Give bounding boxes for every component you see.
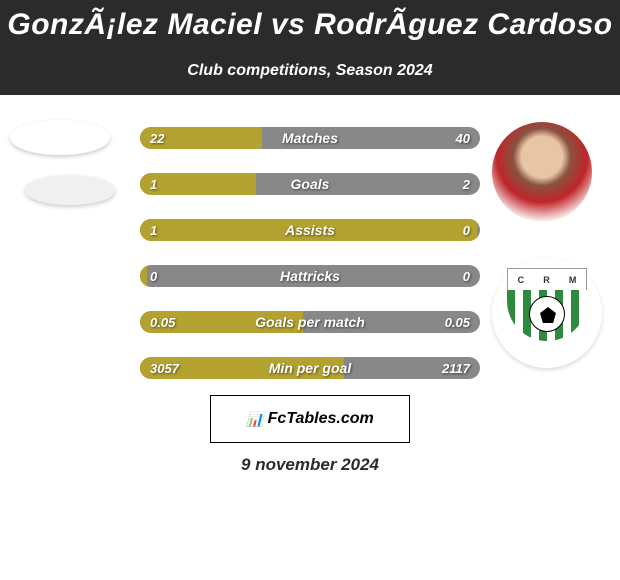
stat-label: Hattricks [140, 265, 480, 287]
page-title: GonzÃ¡lez Maciel vs RodrÃ­guez Cardoso [0, 8, 620, 42]
stat-right-value: 2 [463, 173, 470, 195]
club-letter: R [543, 275, 550, 285]
club-badge-letters: C R M [507, 268, 587, 290]
player-left-avatar-2 [25, 175, 115, 205]
stat-label: Assists [140, 219, 480, 241]
subtitle: Club competitions, Season 2024 [0, 62, 620, 80]
stat-row-assists: 1 Assists 0 [140, 219, 480, 241]
stat-row-hattricks: 0 Hattricks 0 [140, 265, 480, 287]
fctables-label: FcTables.com [268, 410, 374, 428]
stat-label: Goals per match [140, 311, 480, 333]
soccer-ball-icon [529, 296, 565, 332]
club-letter: M [569, 275, 577, 285]
date-label: 9 november 2024 [0, 455, 620, 475]
stat-right-value: 40 [456, 127, 470, 149]
chart-icon: 📊 [246, 411, 263, 428]
stat-label: Matches [140, 127, 480, 149]
player-right-avatar [492, 122, 592, 222]
stats-container: 22 Matches 40 1 Goals 2 1 Assists 0 0 Ha… [140, 127, 480, 403]
stat-row-goals-per-match: 0.05 Goals per match 0.05 [140, 311, 480, 333]
club-badge-inner: C R M [507, 268, 587, 358]
stat-right-value: 2117 [442, 357, 470, 379]
stat-right-value: 0 [463, 219, 470, 241]
stat-row-matches: 22 Matches 40 [140, 127, 480, 149]
club-right-badge: C R M [492, 258, 602, 368]
fctables-attribution[interactable]: 📊 FcTables.com [210, 395, 410, 443]
stat-row-min-per-goal: 3057 Min per goal 2117 [140, 357, 480, 379]
stat-right-value: 0 [463, 265, 470, 287]
stat-label: Min per goal [140, 357, 480, 379]
stat-label: Goals [140, 173, 480, 195]
player-left-avatar-1 [10, 120, 110, 155]
stat-row-goals: 1 Goals 2 [140, 173, 480, 195]
stat-right-value: 0.05 [445, 311, 470, 333]
club-letter: C [518, 275, 525, 285]
